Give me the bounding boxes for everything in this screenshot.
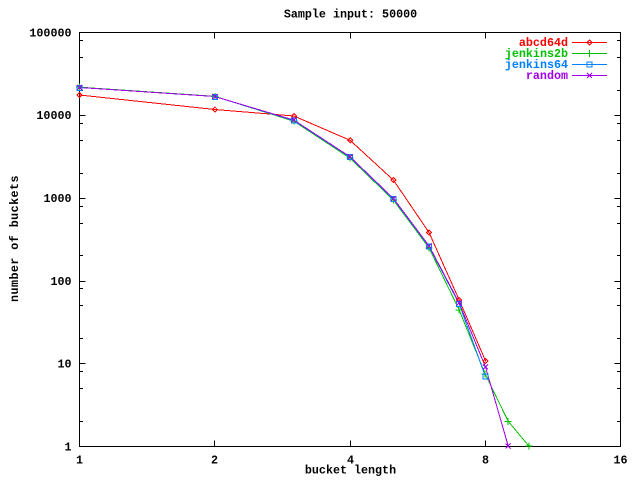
svg-text:4: 4	[347, 453, 354, 467]
svg-text:Sample input: 50000: Sample input: 50000	[284, 8, 417, 22]
svg-text:1: 1	[76, 453, 83, 467]
svg-text:bucket length: bucket length	[305, 464, 396, 478]
svg-text:10000: 10000	[36, 109, 71, 123]
svg-text:16: 16	[613, 453, 627, 467]
svg-text:2: 2	[211, 453, 218, 467]
svg-text:100: 100	[50, 275, 71, 289]
svg-text:1000: 1000	[43, 192, 71, 206]
svg-text:jenkins2b: jenkins2b	[505, 47, 568, 61]
svg-text:random: random	[526, 69, 568, 83]
svg-text:1: 1	[64, 440, 71, 454]
svg-text:abcd64d: abcd64d	[519, 36, 568, 50]
svg-text:8: 8	[482, 453, 489, 467]
svg-text:100000: 100000	[29, 27, 71, 41]
svg-text:number of buckets: number of buckets	[8, 175, 22, 302]
svg-text:10: 10	[57, 357, 71, 371]
svg-text:jenkins64: jenkins64	[505, 58, 568, 72]
